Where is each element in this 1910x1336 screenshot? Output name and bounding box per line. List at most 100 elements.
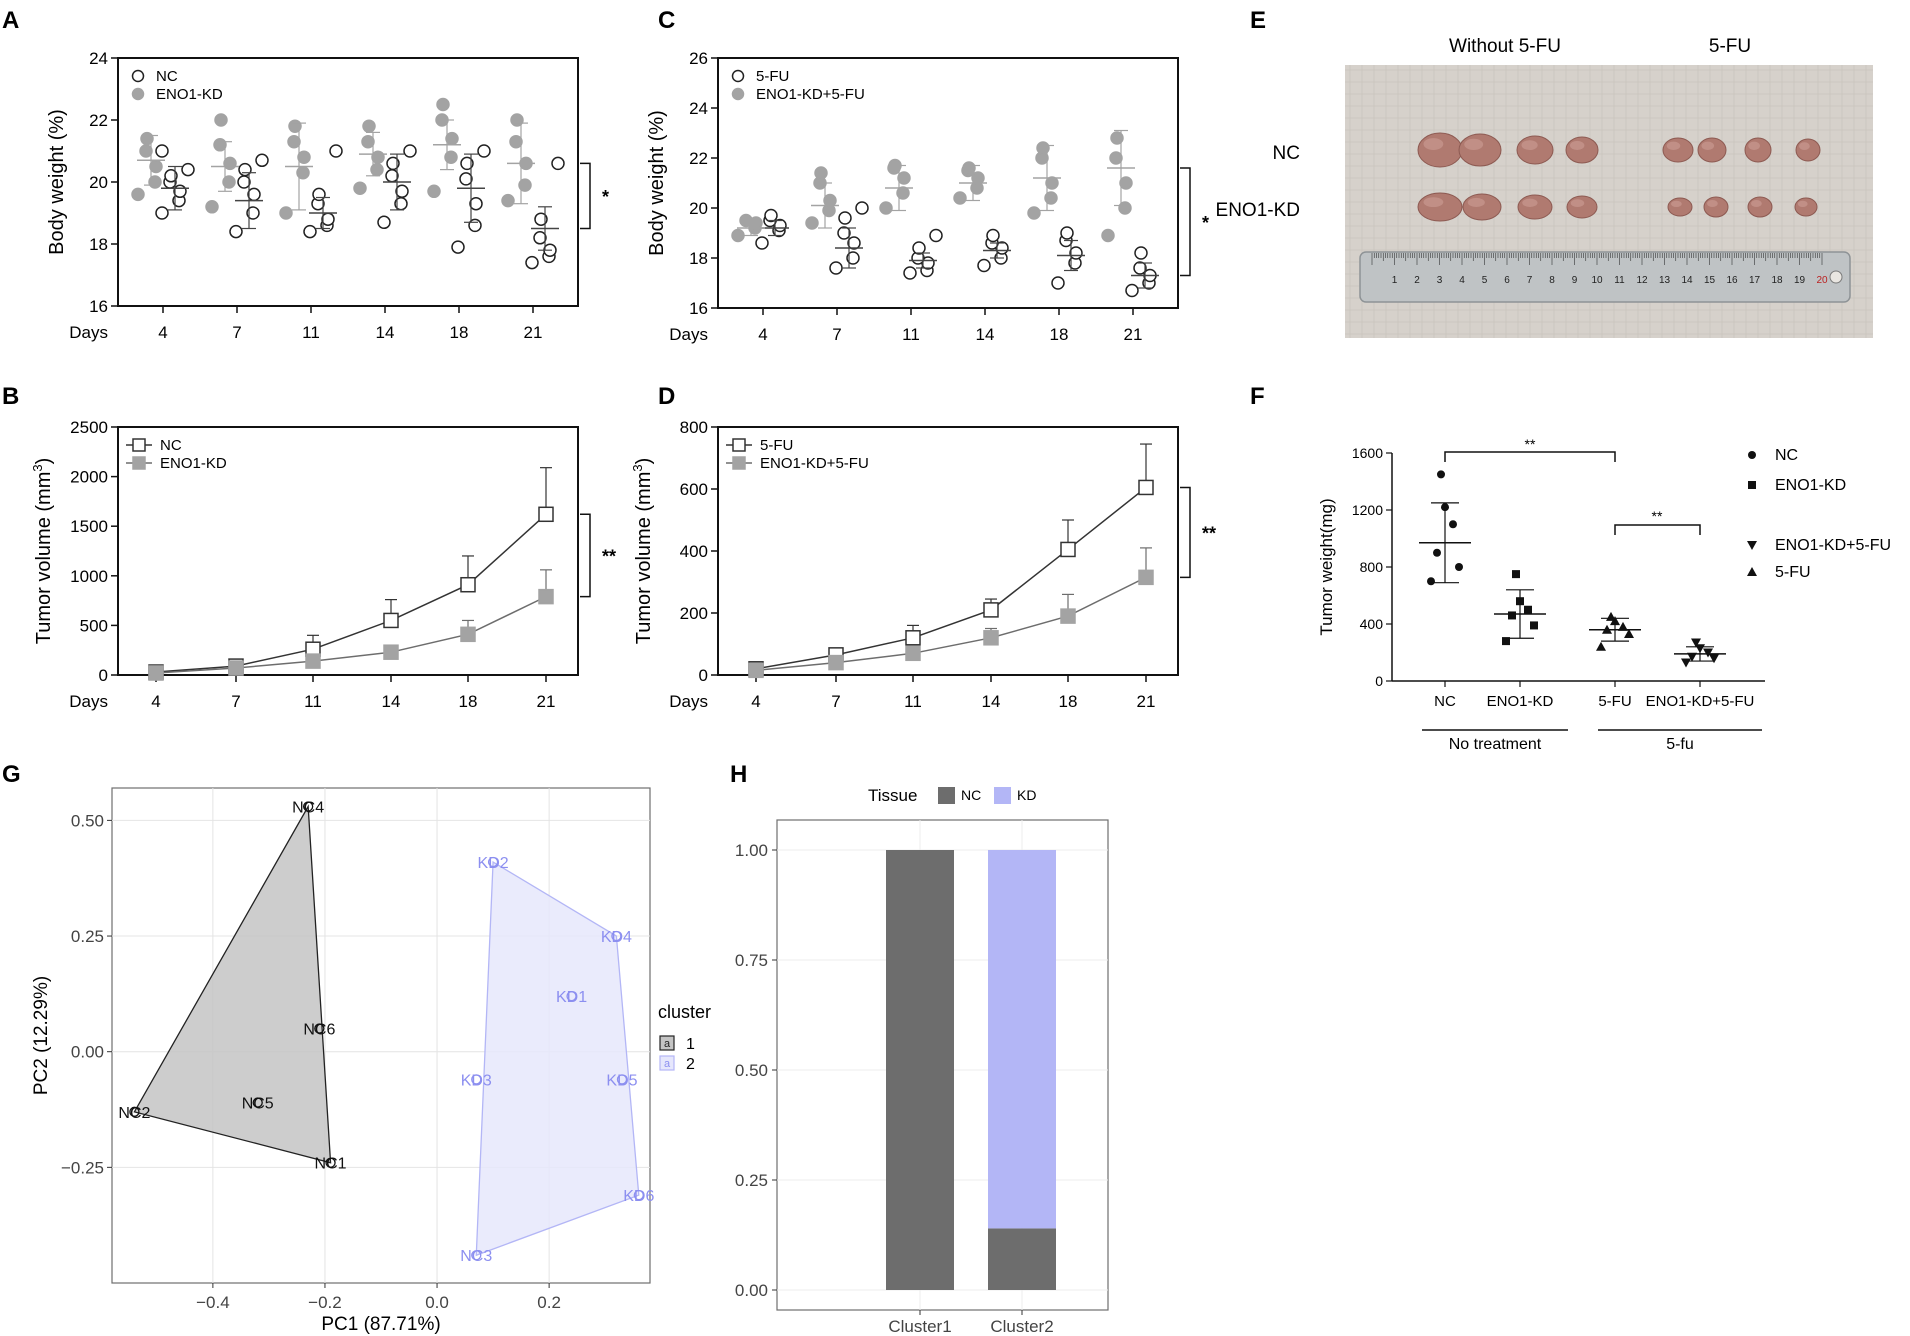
point-eno1-kd+5-fu bbox=[814, 166, 828, 180]
point-eno1-kd+5-fu bbox=[1109, 151, 1123, 165]
y-tick-label: 400 bbox=[680, 542, 708, 561]
cluster-hull-1 bbox=[133, 804, 332, 1164]
ruler-number: 8 bbox=[1549, 275, 1555, 286]
significance-label: * bbox=[1202, 213, 1209, 233]
x-tick-label: 21 bbox=[1137, 692, 1156, 711]
bar-kd-cluster2 bbox=[988, 850, 1056, 1229]
point-5-fu bbox=[983, 602, 999, 618]
x-tick-label: 11 bbox=[904, 692, 922, 711]
point-eno1-kd+5-fu bbox=[983, 630, 999, 646]
x-tick-label: 18 bbox=[1059, 692, 1078, 711]
tumor-highlight bbox=[1748, 141, 1760, 150]
chart-c-body-weight-5fu: 16 18 20 22 24 26 Days 4 7 11 14 18 21 Body weight (%… bbox=[646, 49, 1209, 344]
tumor bbox=[1458, 133, 1502, 167]
chart-a-body-weight: 16 18 20 22 24 Days 4 7 11 14 18 21 Body weight (%) N… bbox=[46, 49, 609, 342]
point-nc bbox=[255, 153, 269, 168]
point-marker bbox=[1748, 451, 1756, 459]
y-tick-label: 0.25 bbox=[735, 1171, 768, 1190]
ruler-number: 14 bbox=[1681, 275, 1693, 286]
point-eno1-kd bbox=[538, 588, 554, 605]
point-marker bbox=[1596, 641, 1606, 651]
point-nc bbox=[377, 215, 391, 230]
chart-b-tumor-volume: 0 500 1000 1500 2000 2500 Days 4 7 11 14 18 21 Tumor … bbox=[30, 418, 616, 711]
y-tick-label: 2500 bbox=[70, 418, 108, 437]
point-nc bbox=[155, 206, 169, 220]
photo-col-without-5fu: Without 5-FU bbox=[1449, 36, 1561, 57]
legend-marker bbox=[732, 456, 746, 470]
y-tick-label: 24 bbox=[89, 49, 108, 68]
legend-marker bbox=[131, 87, 145, 101]
series-line-eno1-kd+5-fu bbox=[755, 576, 1147, 672]
point-5-fu bbox=[847, 236, 861, 250]
y-tick-label: 0 bbox=[1375, 673, 1383, 689]
legend-label: ENO1-KD+5-FU bbox=[756, 86, 865, 103]
tumor-highlight bbox=[1521, 140, 1538, 151]
point-eno1-kd bbox=[460, 626, 476, 643]
significance-label: ** bbox=[1202, 523, 1216, 543]
point-eno1-kd+5-fu bbox=[879, 201, 893, 215]
group-label: No treatment bbox=[1449, 736, 1542, 753]
tumor-highlight bbox=[1522, 198, 1538, 207]
y-tick-label: 400 bbox=[1360, 616, 1384, 632]
y-axis-title-superscript: 3 bbox=[630, 464, 645, 471]
point-nc bbox=[477, 144, 491, 158]
tumor bbox=[1794, 197, 1818, 217]
tumor-highlight bbox=[1751, 200, 1762, 207]
point-marker bbox=[1502, 637, 1510, 646]
legend-label: 1 bbox=[686, 1036, 695, 1053]
photo-row-nc: NC bbox=[1273, 143, 1300, 164]
cluster-hull-2 bbox=[475, 860, 640, 1257]
x-tick-label: 7 bbox=[231, 692, 240, 711]
point-5-fu bbox=[1051, 276, 1065, 290]
x-tick-label: 21 bbox=[537, 692, 556, 711]
point-5-fu bbox=[1069, 246, 1083, 260]
point-nc bbox=[551, 156, 565, 171]
legend-label: NC bbox=[961, 787, 981, 803]
point-eno1-kd bbox=[444, 150, 458, 164]
point-nc bbox=[385, 169, 399, 183]
legend-label: NC bbox=[160, 437, 182, 454]
tumor bbox=[1516, 135, 1554, 165]
series-line-nc bbox=[155, 513, 547, 673]
tumor bbox=[1566, 195, 1598, 219]
point-eno1-kd bbox=[279, 206, 293, 220]
ruler-hole bbox=[1829, 270, 1843, 284]
point-eno1-kd bbox=[297, 150, 311, 164]
x-tick-label: −0.2 bbox=[308, 1293, 342, 1312]
point-5-fu bbox=[912, 241, 926, 255]
point-eno1-kd+5-fu bbox=[1110, 131, 1124, 145]
point-eno1-kd bbox=[205, 200, 219, 214]
point-nc bbox=[525, 255, 539, 270]
x-tick-label: 4 bbox=[158, 323, 167, 342]
legend-label: 5-FU bbox=[760, 437, 793, 454]
legend-marker bbox=[731, 69, 745, 83]
point-nc bbox=[173, 184, 187, 199]
chart-f-tumor-weight: 0 400 800 1200 1600 Tumor weight(mg) NC ENO1-KD… bbox=[1317, 436, 1891, 753]
point-nc bbox=[246, 206, 260, 220]
point-nc bbox=[533, 231, 547, 245]
point-5-fu bbox=[905, 630, 921, 646]
tumor bbox=[1795, 138, 1821, 162]
point-marker bbox=[1437, 470, 1445, 479]
pca-point bbox=[325, 1157, 336, 1168]
point-eno1-kd bbox=[214, 113, 228, 127]
pca-point bbox=[252, 1097, 263, 1108]
point-5-fu bbox=[929, 228, 943, 243]
legend-label: NC bbox=[156, 68, 178, 85]
tumor bbox=[1662, 137, 1694, 163]
panel-label-f: F bbox=[1250, 383, 1265, 410]
ruler-number: 17 bbox=[1749, 275, 1761, 286]
point-5-fu bbox=[903, 266, 917, 280]
point-eno1-kd+5-fu bbox=[1119, 176, 1133, 190]
x-tick-label: 4 bbox=[751, 692, 760, 711]
legend-label: NC bbox=[1775, 447, 1798, 464]
x-tick-label: 11 bbox=[302, 323, 320, 342]
point-eno1-kd bbox=[427, 184, 441, 199]
y-tick-label: 0.00 bbox=[735, 1281, 768, 1300]
point-marker bbox=[1618, 621, 1628, 631]
ruler-number: 9 bbox=[1572, 275, 1578, 286]
legend-label: 2 bbox=[686, 1056, 695, 1073]
x-tick-label: 4 bbox=[151, 692, 160, 711]
significance-label: ** bbox=[602, 546, 616, 566]
